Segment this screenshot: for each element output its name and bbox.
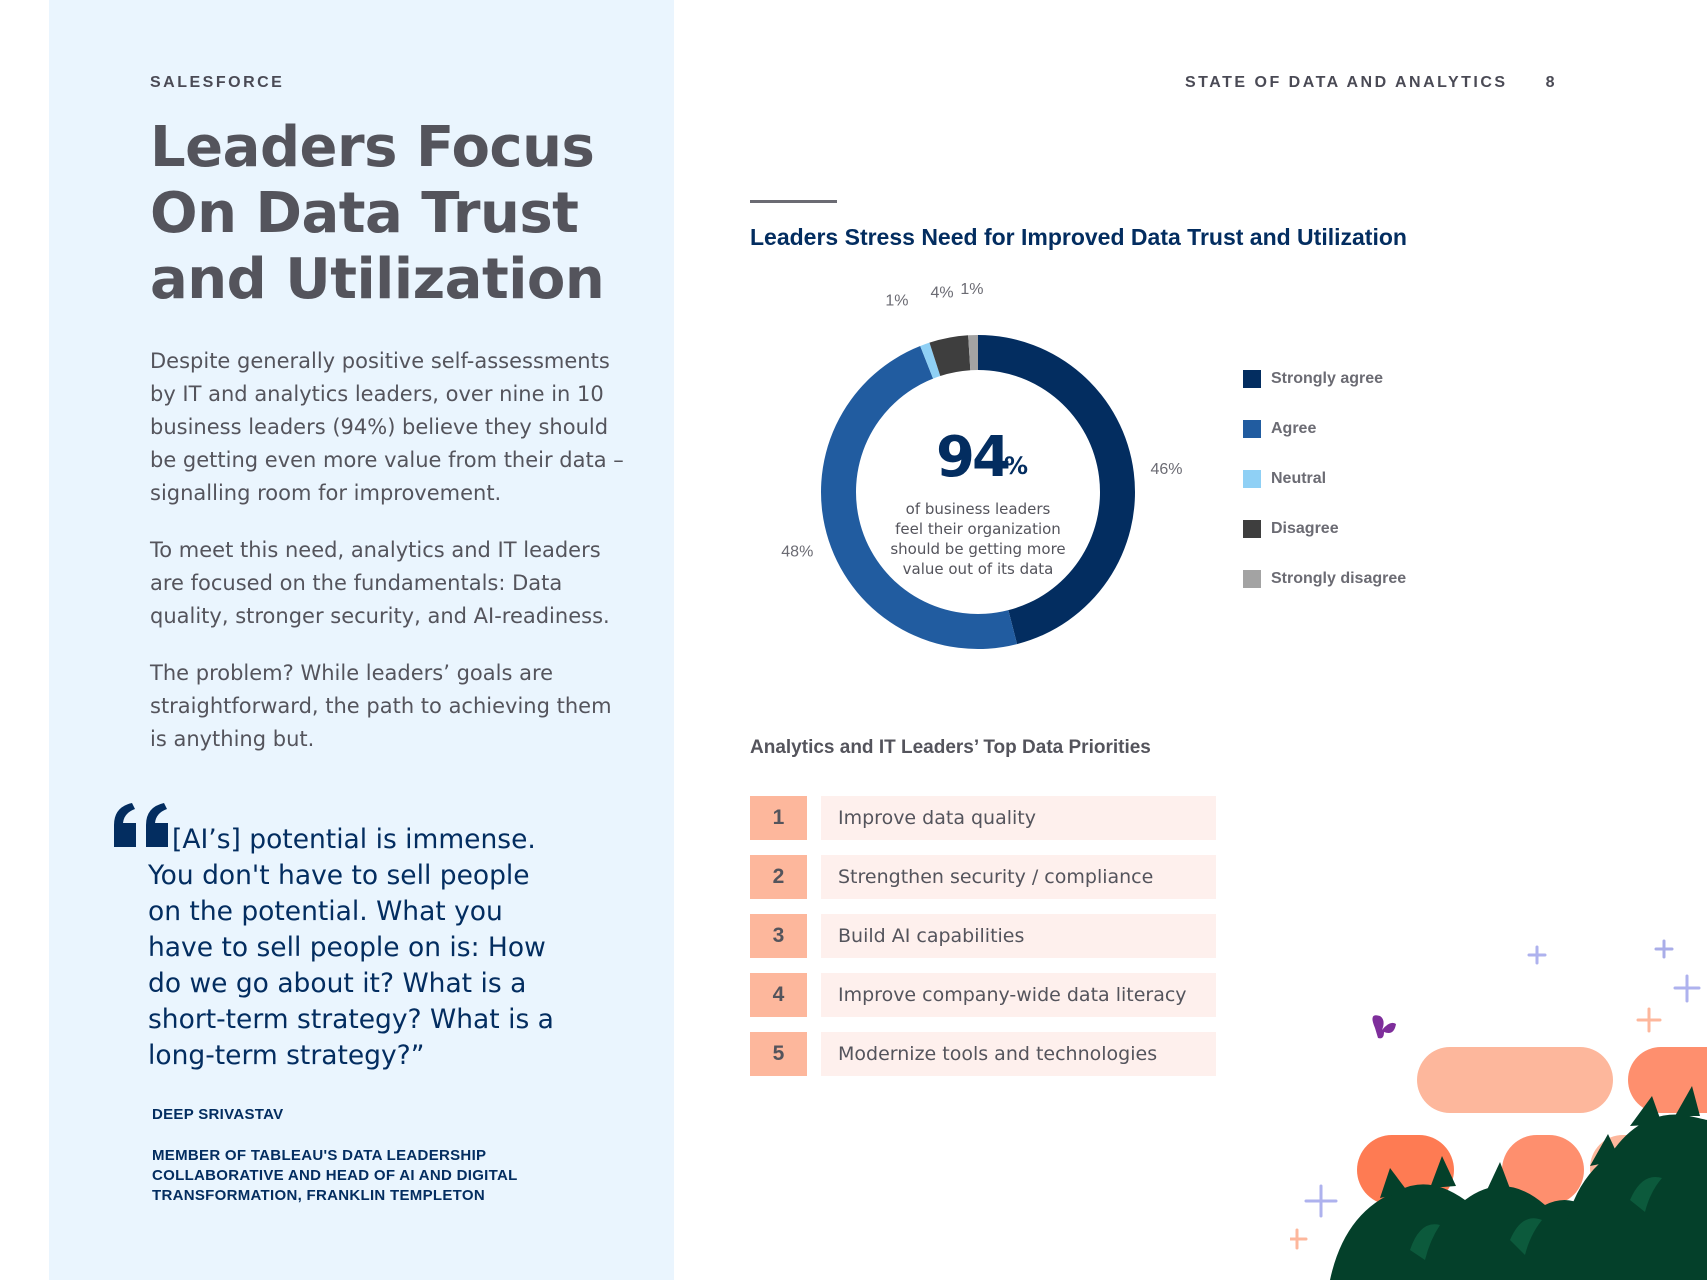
quote-line: on the potential. What you <box>148 896 503 927</box>
quote-mark-icon <box>114 803 168 847</box>
priority-row: 3 Build AI capabilities <box>750 914 1216 958</box>
legend-label: Strongly disagree <box>1271 570 1407 587</box>
quote-line: short-term strategy? What is a <box>148 1004 554 1035</box>
center-caption-line: value out of its data <box>903 560 1054 578</box>
legend-swatch <box>1243 570 1261 588</box>
legend-label: Strongly agree <box>1271 370 1384 387</box>
page-title: Leaders Focus On Data Trust and Utilizat… <box>150 115 605 312</box>
section-divider <box>750 200 837 203</box>
legend-label: Neutral <box>1271 470 1327 487</box>
quote-line: do we go about it? What is a <box>148 968 527 999</box>
priority-label: Improve data quality <box>821 796 1216 840</box>
slice-label: 46% <box>1150 461 1182 478</box>
donut-slice-disagree <box>929 335 971 376</box>
legend-item: Disagree <box>1243 504 1406 554</box>
priorities-title: Analytics and IT Leaders’ Top Data Prior… <box>750 737 1151 758</box>
legend-item: Agree <box>1243 404 1406 454</box>
slice-label: 1% <box>885 292 908 309</box>
priority-row: 4 Improve company-wide data literacy <box>750 973 1216 1017</box>
priority-label: Build AI capabilities <box>821 914 1216 958</box>
quote-line: have to sell people on is: How <box>148 932 546 963</box>
donut-slice-strongly-agree <box>978 335 1136 645</box>
legend-item: Neutral <box>1243 454 1406 504</box>
intro-text: Despite generally positive self-assessme… <box>150 345 630 780</box>
quote-line: long-term strategy?” <box>148 1040 425 1071</box>
priority-row: 2 Strengthen security / compliance <box>750 855 1216 899</box>
donut-slice-neutral <box>920 342 941 379</box>
role-line: COLLABORATIVE AND HEAD OF AI AND DIGITAL <box>152 1167 518 1184</box>
priority-rank: 3 <box>750 914 807 958</box>
chart-legend: Strongly agree Agree Neutral Disagree St… <box>1243 354 1406 604</box>
slice-label: 1% <box>960 281 983 298</box>
intro-paragraph: The problem? While leaders’ goals are st… <box>150 661 612 751</box>
priority-rank: 5 <box>750 1032 807 1076</box>
legend-item: Strongly agree <box>1243 354 1406 404</box>
left-panel <box>49 0 674 1280</box>
center-caption-line: should be getting more <box>890 540 1065 558</box>
legend-swatch <box>1243 420 1261 438</box>
slice-label: 48% <box>781 544 813 561</box>
center-value: 94 <box>936 425 1009 490</box>
legend-swatch <box>1243 520 1261 538</box>
donut-slice-strongly-disagree <box>968 335 978 371</box>
slice-label: 4% <box>930 284 953 301</box>
priority-label: Strengthen security / compliance <box>821 855 1216 899</box>
quote-line: You don't have to sell people <box>148 860 530 891</box>
priority-row: 5 Modernize tools and technologies <box>750 1032 1216 1076</box>
page-number: 8 <box>1545 74 1557 91</box>
priorities-list: 1 Improve data quality 2 Strengthen secu… <box>750 796 1216 1091</box>
quote-line: [AI’s] potential is immense. <box>172 824 536 855</box>
brand-label: SALESFORCE <box>150 74 285 91</box>
donut-slice-agree <box>820 346 1018 650</box>
intro-paragraph: To meet this need, analytics and IT lead… <box>150 538 610 628</box>
role-line: MEMBER OF TABLEAU'S DATA LEADERSHIP <box>152 1147 487 1164</box>
intro-paragraph: Despite generally positive self-assessme… <box>150 349 624 505</box>
report-title: STATE OF DATA AND ANALYTICS <box>1184 74 1508 91</box>
priority-rank: 1 <box>750 796 807 840</box>
legend-label: Agree <box>1271 420 1317 437</box>
role-line: TRANSFORMATION, FRANKLIN TEMPLETON <box>152 1187 485 1204</box>
center-unit: % <box>1004 452 1028 480</box>
quote-author: DEEP SRIVASTAV <box>152 1106 284 1123</box>
legend-swatch <box>1243 370 1261 388</box>
legend-item: Strongly disagree <box>1243 554 1406 604</box>
chart-title: Leaders Stress Need for Improved Data Tr… <box>750 224 1407 250</box>
priority-rank: 2 <box>750 855 807 899</box>
priority-label: Improve company-wide data literacy <box>821 973 1216 1017</box>
priority-row: 1 Improve data quality <box>750 796 1216 840</box>
priority-rank: 4 <box>750 973 807 1017</box>
report-header: STATE OF DATA AND ANALYTICS 8 <box>1185 74 1557 92</box>
quote-author-role: MEMBER OF TABLEAU'S DATA LEADERSHIP COLL… <box>152 1146 572 1206</box>
legend-label: Disagree <box>1271 520 1339 537</box>
pull-quote: [AI’s] potential is immense. You don't h… <box>148 822 588 1074</box>
center-caption-line: of business leaders <box>906 500 1051 518</box>
plants-illustration <box>1290 939 1707 1280</box>
donut-chart: 46% 48% 1% 4% 1% 94% of business leaders feel t… <box>781 281 1183 650</box>
center-caption-line: feel their organization <box>895 520 1061 538</box>
priority-label: Modernize tools and technologies <box>821 1032 1216 1076</box>
legend-swatch <box>1243 470 1261 488</box>
